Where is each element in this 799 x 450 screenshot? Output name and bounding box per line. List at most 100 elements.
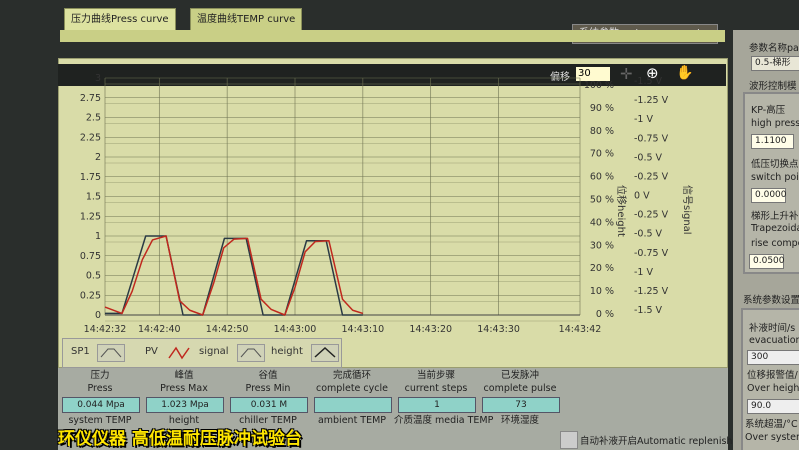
pan-hand-icon[interactable]: ✋ bbox=[676, 65, 694, 81]
trap-label-en1: Trapezoida bbox=[751, 223, 799, 234]
y-tick-label: 1.75 bbox=[80, 172, 101, 183]
stat-value: 0.044 Mpa bbox=[62, 397, 140, 413]
stat-label-en: Press Max bbox=[160, 383, 208, 394]
y-tick-label: 2.75 bbox=[80, 93, 101, 104]
over-height-input[interactable]: 90.0 bbox=[747, 399, 799, 414]
y-tick-label: 1.25 bbox=[80, 211, 101, 222]
y-tick-label: 0.5 bbox=[86, 271, 101, 282]
stat-label-zh: 已发脉冲 bbox=[500, 370, 539, 381]
tab-press-curve[interactable]: 压力曲线Press curve bbox=[64, 8, 176, 32]
stat-value: 0.031 M bbox=[230, 397, 308, 413]
offset-label: 偏移 bbox=[550, 72, 570, 83]
switch-label: 低压切换点 bbox=[751, 159, 799, 170]
height-tick-label: 50 % bbox=[590, 195, 614, 206]
legend-sp1-icon[interactable] bbox=[97, 344, 125, 362]
stat-value: 73 bbox=[482, 397, 560, 413]
kp-label-en: high press bbox=[751, 118, 799, 129]
y-tick-label: 2.5 bbox=[86, 113, 101, 124]
x-tick-label: 14:43:10 bbox=[342, 324, 385, 335]
x-tick-label: 14:42:50 bbox=[206, 324, 249, 335]
wave-control-label: 波形控制模 bbox=[749, 81, 797, 92]
switch-label-en: switch poi bbox=[751, 172, 799, 183]
stat-value bbox=[314, 397, 392, 413]
evac-label-en: evacuation bbox=[749, 335, 799, 346]
chart-panel bbox=[58, 58, 728, 368]
trap-label-en2: rise compe bbox=[751, 238, 799, 249]
stat-label-zh: 当前步骤 bbox=[416, 370, 455, 381]
over-height-label-en: Over heigh bbox=[747, 383, 799, 394]
height-tick-label: 10 % bbox=[590, 286, 614, 297]
stat-label-zh: 压力 bbox=[90, 370, 110, 381]
kp-input[interactable]: 1.1100 bbox=[751, 134, 794, 149]
legend-signal-label: signal bbox=[199, 346, 229, 357]
legend-pv-label: PV bbox=[145, 346, 158, 357]
zoom-icon[interactable]: ⊕ bbox=[646, 64, 659, 82]
signal-tick-label: -0.25 V bbox=[634, 210, 669, 221]
stat-value: 1 bbox=[398, 397, 476, 413]
legend-signal-icon[interactable] bbox=[237, 344, 265, 362]
stat-label-zh: 峰值 bbox=[174, 370, 194, 381]
sys-settings-label: 系统参数设置 bbox=[743, 295, 799, 306]
over-height-label: 位移报警值/ bbox=[747, 370, 798, 381]
signal-tick-label: -0.25 V bbox=[634, 171, 669, 182]
signal-tick-label: -0.5 V bbox=[634, 152, 663, 163]
height-tick-label: 40 % bbox=[590, 217, 614, 228]
height-tick-label: 100 % bbox=[584, 80, 614, 91]
kp-label: KP-高压 bbox=[751, 105, 786, 116]
y-tick-label: 1 bbox=[95, 231, 101, 242]
signal-tick-label: -1.5 V bbox=[634, 305, 663, 316]
stat-label-row2: ambient TEMP bbox=[317, 415, 387, 426]
legend: SP1 PV signal height bbox=[62, 338, 342, 368]
stat-label-zh: 谷值 bbox=[258, 370, 278, 381]
signal-tick-label: -1.25 V bbox=[634, 286, 669, 297]
height-tick-label: 20 % bbox=[590, 263, 614, 274]
video-caption: 环仪仪器 高低温耐压脉冲试验台 bbox=[58, 429, 302, 449]
stat-value: 1.023 Mpa bbox=[146, 397, 224, 413]
legend-height-icon[interactable] bbox=[311, 344, 339, 362]
signal-tick-label: -1.25 V bbox=[634, 95, 669, 106]
param-select[interactable]: 0.5-梯形 bbox=[751, 56, 799, 71]
trap-label: 梯形上升补 bbox=[751, 211, 799, 222]
signal-tick-label: -0.75 V bbox=[634, 248, 669, 259]
height-tick-label: 90 % bbox=[590, 103, 614, 114]
signal-tick-label: -1 V bbox=[634, 114, 653, 125]
height-tick-label: 30 % bbox=[590, 240, 614, 251]
switch-input[interactable]: 0.0000 bbox=[751, 188, 787, 203]
x-tick-label: 14:42:32 bbox=[84, 324, 127, 335]
height-tick-label: 80 % bbox=[590, 126, 614, 137]
stat-label-row2: chiller TEMP bbox=[239, 415, 297, 426]
stat-label-en: Press Min bbox=[245, 383, 291, 394]
y-tick-label: 2.25 bbox=[80, 132, 101, 143]
param-name-label: 参数名称pa bbox=[749, 43, 799, 54]
y-tick-label: 3 bbox=[95, 73, 101, 84]
signal-tick-label: -0.5 V bbox=[634, 229, 663, 240]
crosshair-icon[interactable]: ✛ bbox=[620, 65, 633, 83]
over-temp-label: 系统超温/°C bbox=[745, 419, 798, 430]
legend-pv-icon[interactable] bbox=[165, 344, 193, 362]
stat-label-en: complete cycle bbox=[316, 383, 388, 394]
offset-input[interactable]: 30 bbox=[576, 67, 610, 81]
sys-settings-group bbox=[741, 308, 799, 450]
parameter-sidebar: 参数名称pa 0.5-梯形 波形控制模 KP-高压 high press 1.1… bbox=[733, 30, 799, 450]
evac-input[interactable]: 300 bbox=[747, 350, 799, 365]
stat-label-row2: 介质温度 media TEMP bbox=[394, 415, 494, 426]
auto-replenish-checkbox[interactable] bbox=[560, 431, 578, 449]
x-tick-label: 14:42:40 bbox=[138, 324, 181, 335]
y-tick-label: 0 bbox=[95, 310, 101, 321]
y-tick-label: 0.25 bbox=[80, 290, 101, 301]
stat-label-en: complete pulse bbox=[483, 383, 557, 394]
series-pv-line bbox=[104, 235, 364, 316]
stat-label-row2: system TEMP bbox=[68, 415, 132, 426]
signal-tick-label: 0 V bbox=[634, 191, 650, 202]
graph-toolbar: 偏移 30 ✛ ⊕ ✋ bbox=[58, 64, 726, 86]
auto-replenish-label: 自动补液开启Automatic replenish bbox=[580, 436, 733, 447]
trap-input[interactable]: 0.0500 bbox=[749, 254, 785, 269]
signal-axis-title: 信号signal bbox=[681, 185, 692, 235]
signal-tick-label: -0.75 V bbox=[634, 133, 669, 144]
height-tick-label: 0 % bbox=[596, 309, 614, 320]
height-tick-label: 60 % bbox=[590, 172, 614, 183]
evac-label: 补液时间/s bbox=[749, 323, 796, 334]
signal-tick-label: -1 V bbox=[634, 267, 653, 278]
x-tick-label: 14:43:30 bbox=[477, 324, 520, 335]
stat-label-zh: 完成循环 bbox=[332, 370, 371, 381]
